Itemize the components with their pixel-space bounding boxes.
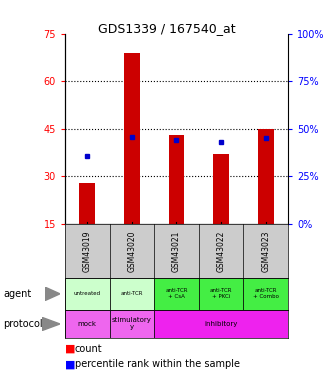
Text: GSM43019: GSM43019 (83, 230, 92, 272)
Bar (199, 278, 243, 310)
Polygon shape (45, 287, 60, 301)
Text: count: count (75, 344, 103, 354)
Text: anti-TCR
+ Combo: anti-TCR + Combo (253, 288, 279, 299)
Bar (169, 135, 184, 224)
Bar (80, 183, 95, 224)
Text: anti-TCR
+ PKCi: anti-TCR + PKCi (210, 288, 232, 299)
Text: ■: ■ (65, 359, 76, 369)
Text: anti-TCR
+ CsA: anti-TCR + CsA (165, 288, 188, 299)
Text: GDS1339 / 167540_at: GDS1339 / 167540_at (98, 22, 235, 36)
Text: untreated: untreated (74, 291, 101, 296)
Text: mock: mock (78, 321, 97, 327)
Text: protocol: protocol (3, 319, 43, 329)
Text: GSM43020: GSM43020 (127, 230, 137, 272)
Text: percentile rank within the sample: percentile rank within the sample (75, 359, 240, 369)
Text: GSM43022: GSM43022 (216, 230, 226, 272)
Bar (154, 278, 199, 310)
Bar (110, 310, 154, 338)
Bar (154, 310, 288, 338)
Bar (243, 278, 288, 310)
Text: GSM43021: GSM43021 (172, 230, 181, 272)
Bar (213, 154, 229, 224)
Text: inhibitory: inhibitory (204, 321, 238, 327)
Bar (124, 53, 140, 224)
Bar (110, 278, 154, 310)
Text: agent: agent (3, 289, 32, 299)
Polygon shape (42, 317, 60, 331)
Text: stimulatory
y: stimulatory y (112, 318, 152, 330)
Bar (258, 129, 273, 224)
Text: anti-TCR: anti-TCR (121, 291, 143, 296)
Text: GSM43023: GSM43023 (261, 230, 270, 272)
Bar (65, 310, 110, 338)
Text: ■: ■ (65, 344, 76, 354)
Bar (65, 278, 110, 310)
